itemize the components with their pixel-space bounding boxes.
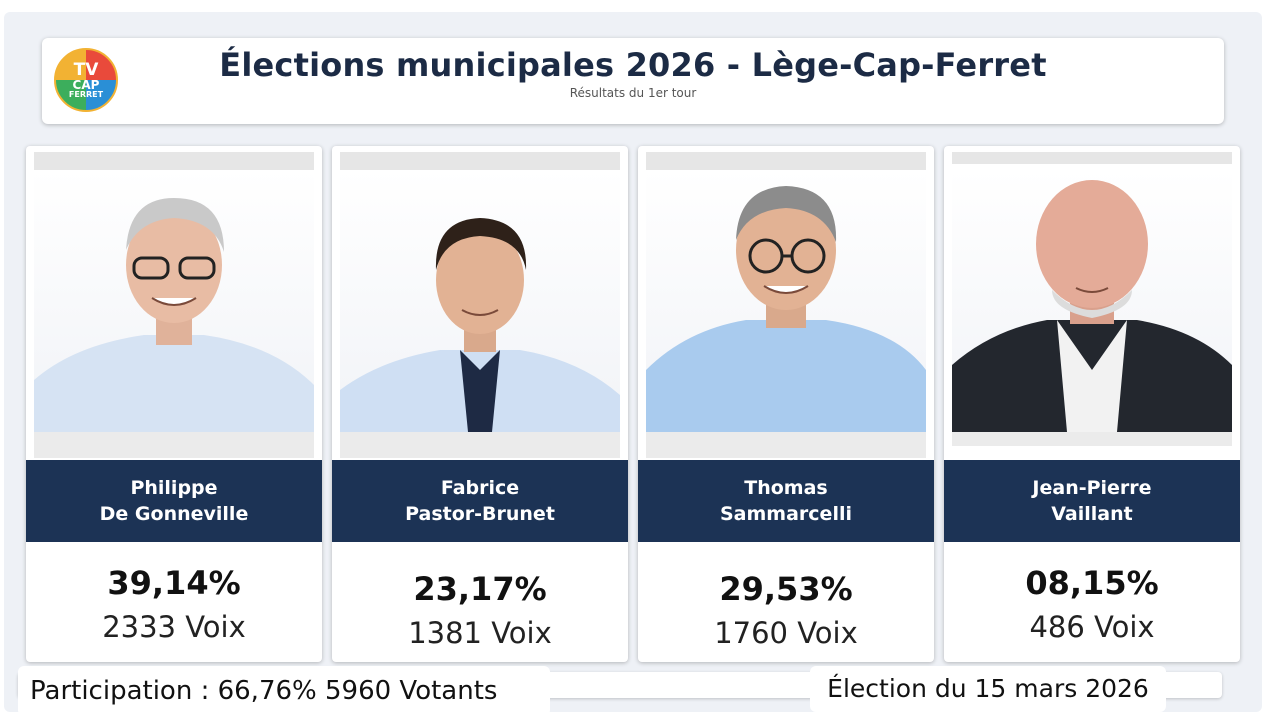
vote-percentage: 39,14% [107,564,241,602]
candidate-photo [340,170,620,432]
participation-label: Participation : 66,76% 5960 Votants [18,666,550,716]
candidate-name: Jean-Pierre Vaillant [944,460,1240,542]
header-banner: TV CAP FERRET Élections municipales 2026… [42,38,1224,124]
candidate-name: Thomas Sammarcelli [638,460,934,542]
vote-count: 2333 Voix [102,610,246,644]
candidate-card-sammarcelli: Thomas Sammarcelli 29,53% 1760 Voix [638,146,934,662]
candidate-name: Fabrice Pastor-Brunet [332,460,628,542]
vote-percentage: 08,15% [1025,564,1159,602]
photo-bottom-bar [340,432,620,458]
candidate-card-vaillant: Jean-Pierre Vaillant 08,15% 486 Voix [944,146,1240,662]
vote-count: 486 Voix [1029,610,1155,644]
candidate-photo [646,170,926,432]
candidate-card-de-gonneville: Philippe De Gonneville 39,14% 2333 Voix [26,146,322,662]
photo-bottom-bar [34,432,314,458]
election-date-label: Élection du 15 mars 2026 [810,666,1166,712]
photo-top-bar [952,152,1232,164]
vote-count: 1381 Voix [408,616,552,650]
photo-bottom-bar [646,432,926,458]
photo-top-bar [34,152,314,170]
candidate-photo [34,170,314,432]
photo-bottom-bar [952,432,1232,446]
vote-percentage: 23,17% [413,570,547,608]
tv-cap-ferret-logo: TV CAP FERRET [54,48,118,112]
candidate-card-pastor-brunet: Fabrice Pastor-Brunet 23,17% 1381 Voix [332,146,628,662]
photo-top-bar [646,152,926,170]
candidate-photo [952,170,1232,432]
candidate-name: Philippe De Gonneville [26,460,322,542]
page-subtitle: Résultats du 1er tour [569,86,697,100]
vote-percentage: 29,53% [719,570,853,608]
vote-count: 1760 Voix [714,616,858,650]
page-title: Élections municipales 2026 - Lège-Cap-Fe… [219,46,1047,84]
